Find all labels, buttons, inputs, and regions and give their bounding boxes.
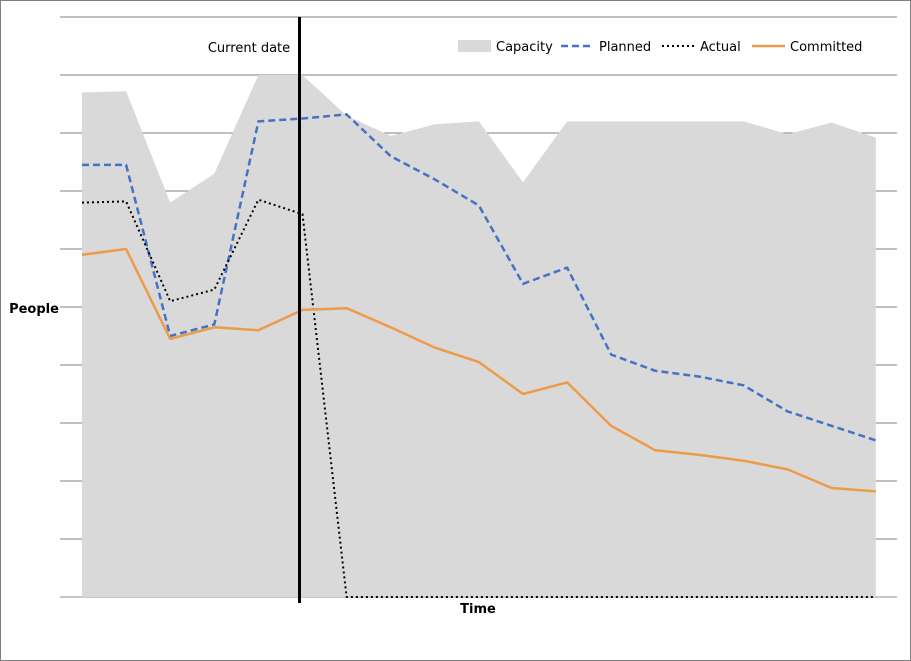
x-axis-title: Time: [460, 602, 496, 617]
capacity-area-layer: [82, 75, 876, 597]
series-area-capacity: [82, 75, 876, 597]
series-line-planned: [82, 113, 877, 442]
legend-label-planned: Planned: [599, 40, 651, 55]
y-axis-title: People: [9, 302, 59, 317]
series-line-committed: [81, 247, 876, 493]
legend-item-capacity: Capacity: [458, 40, 553, 55]
current-date-label: Current date: [208, 41, 290, 56]
legend-item-committed: Committed: [752, 40, 862, 55]
legend-label-actual: Actual: [700, 40, 741, 55]
series-lines: [81, 113, 877, 598]
legend-label-committed: Committed: [790, 40, 862, 55]
legend-swatch-capacity: [458, 40, 491, 52]
legend: Capacity Planned Actual Committed: [458, 40, 862, 55]
legend-item-actual: Actual: [662, 40, 741, 55]
legend-label-capacity: Capacity: [496, 40, 553, 55]
legend-item-planned: Planned: [561, 40, 651, 55]
